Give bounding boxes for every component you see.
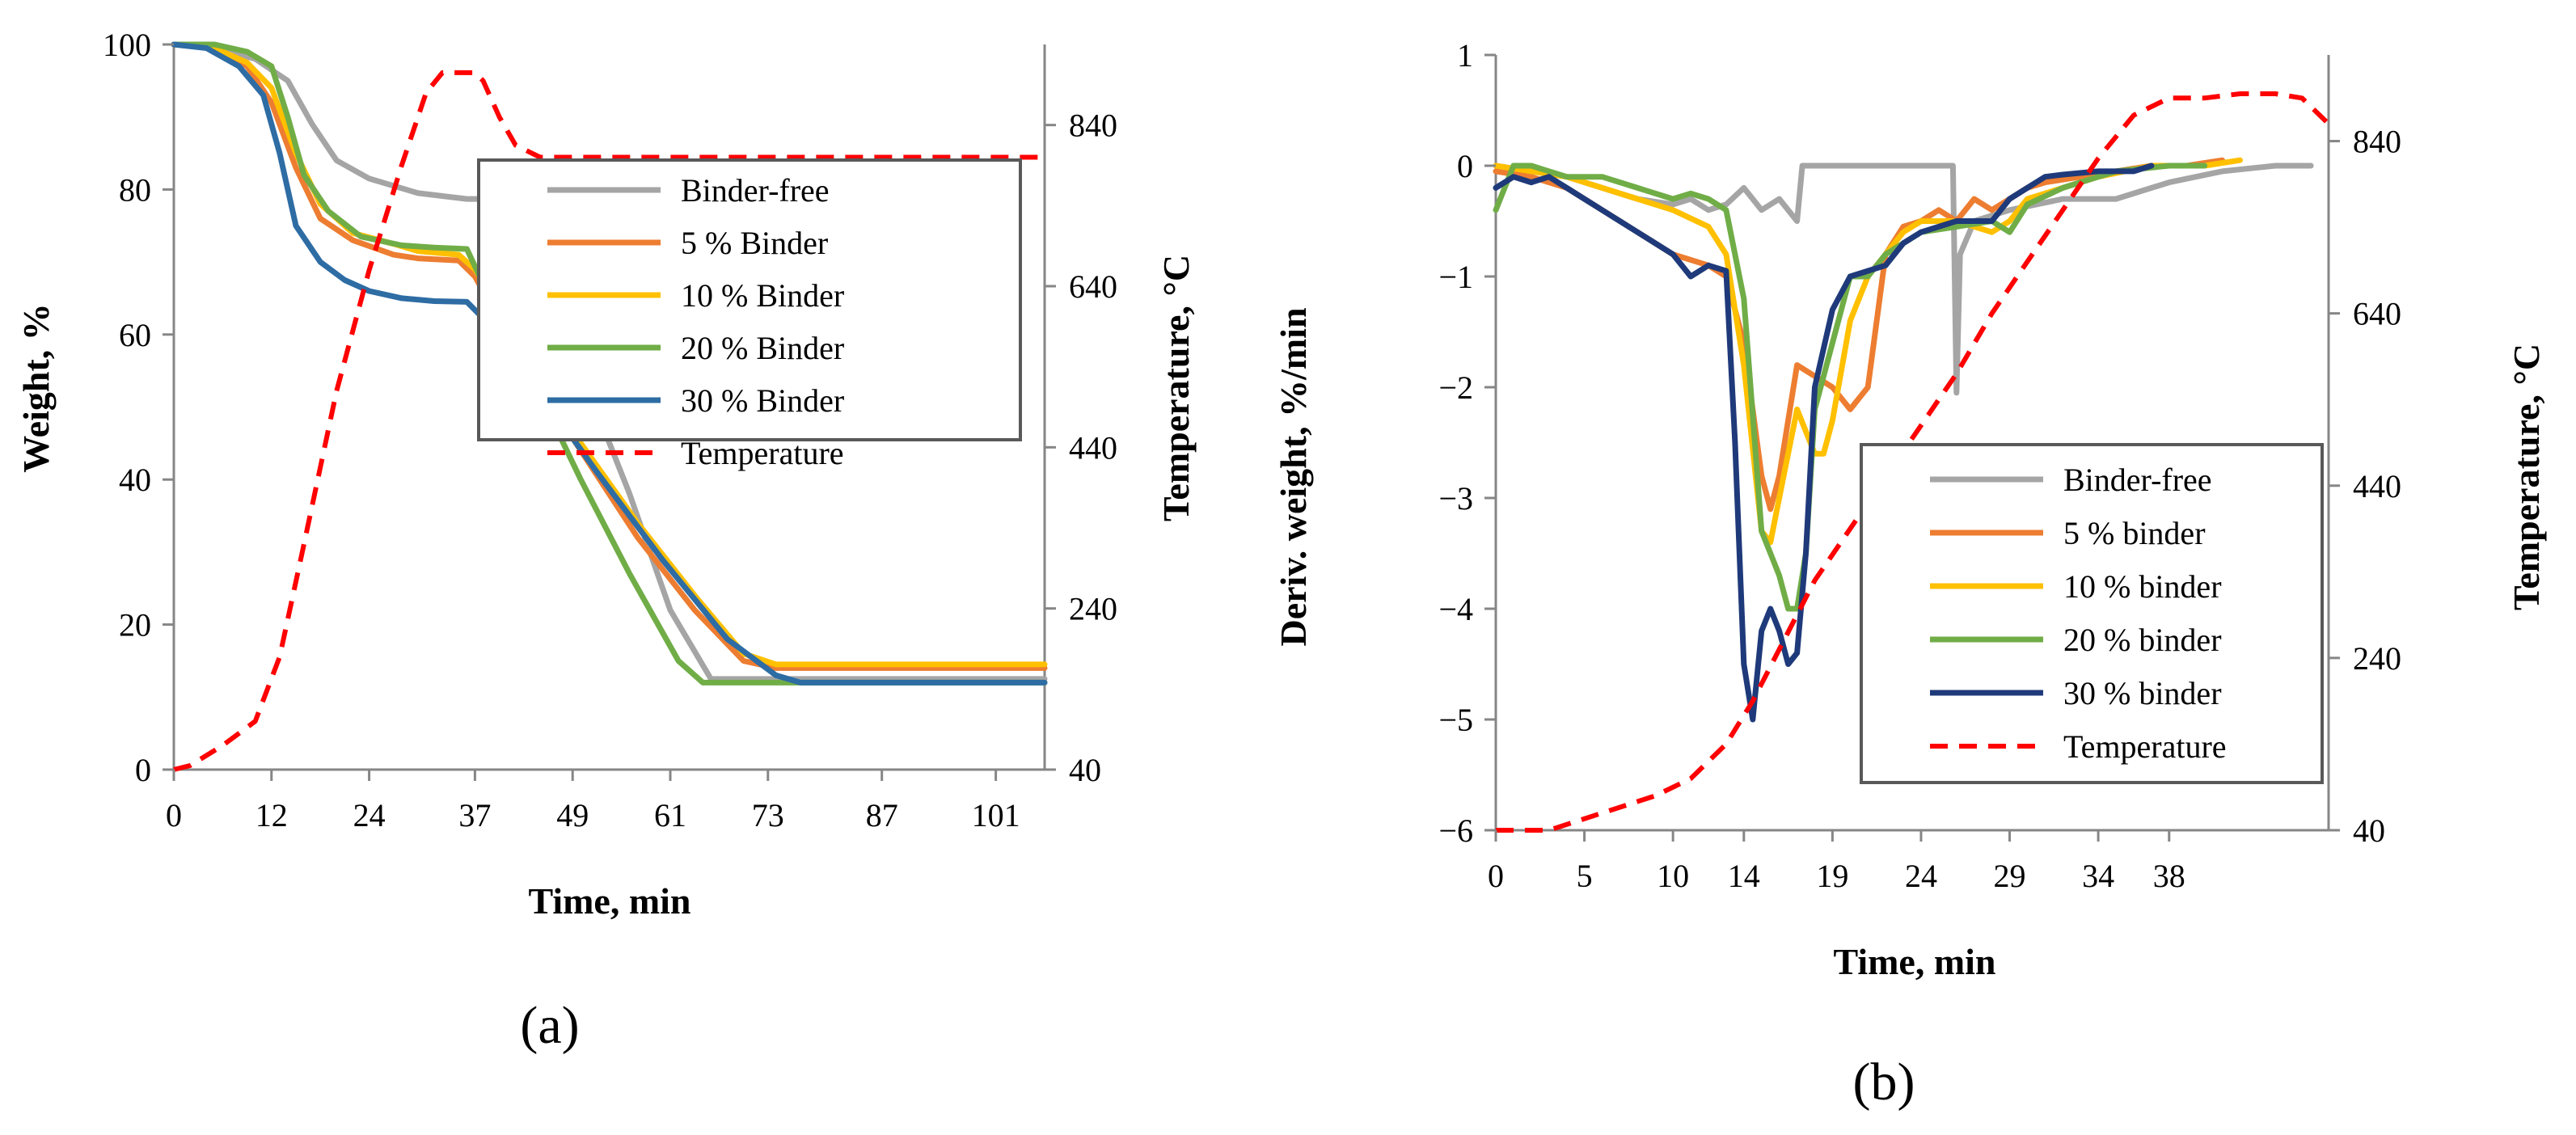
legend-label: 5 % binder [2063, 515, 2206, 551]
panel-b-legend: Binder-free 5 % binder 10 % binder 20 % bin… [1860, 443, 2324, 784]
y-tick-label: −2 [1438, 369, 1473, 406]
series-line-20-binder [1493, 162, 2208, 612]
legend-box [1860, 443, 2324, 784]
legend-box [477, 158, 1022, 441]
y2-tick-label: 440 [2353, 468, 2401, 504]
x-tick-label: 24 [353, 797, 386, 833]
chart-panel-b: 0 5 10 14 19 24 29 34 38 −6 −5 −4 −3 −2 −1 0 1 40 240 440 64… [1273, 37, 2547, 1112]
y-tick-label: −1 [1438, 259, 1473, 295]
y-tick-label: 60 [119, 317, 151, 353]
legend-label: 5 % Binder [681, 225, 828, 261]
x-tick-label: 0 [166, 797, 182, 833]
legend-label: 30 % binder [2063, 675, 2222, 711]
y2-tick-label: 640 [1069, 268, 1117, 305]
y2-tick-label: 840 [1069, 108, 1117, 144]
x-tick-label: 49 [556, 797, 589, 833]
legend-label: Binder-free [681, 172, 830, 209]
panel-a-x-axis-title: Time, min [528, 880, 690, 922]
panel-b-series [1493, 91, 2331, 833]
x-tick-label: 87 [866, 797, 898, 833]
panel-b-label: (b) [1853, 1053, 1915, 1112]
series-line-30-binder [171, 41, 1048, 686]
x-tick-label: 5 [1577, 858, 1593, 894]
x-tick-label: 34 [2082, 858, 2114, 894]
y-tick-label: 0 [1457, 148, 1473, 184]
y-tick-label: 100 [103, 27, 151, 63]
series-line-30-binder [1493, 162, 2155, 723]
legend-label: Binder-free [2063, 462, 2212, 498]
panel-b-y-axis-title: Deriv. weight, %/min [1273, 307, 1314, 646]
series-line-10-binder [171, 41, 1048, 668]
panel-a-y2-axis-title: Temperature, °C [1155, 255, 1197, 521]
panel-a-y-axis-title: Weight, % [15, 303, 57, 473]
x-tick-label: 19 [1816, 858, 1848, 894]
x-tick-label: 73 [752, 797, 784, 833]
y2-tick-label: 240 [2353, 640, 2401, 677]
y2-tick-label: 440 [1069, 429, 1117, 466]
legend-label: 20 % Binder [681, 330, 844, 366]
x-tick-label: 29 [1994, 858, 2026, 894]
y-tick-label: −3 [1438, 480, 1473, 517]
x-tick-label: 24 [1905, 858, 1937, 894]
panel-b-ticks: 0 5 10 14 19 24 29 34 38 −6 −5 −4 −3 −2 −1 0 1 40 240 440 64… [1438, 37, 2401, 894]
y-tick-label: 0 [135, 752, 151, 788]
panel-b-y2-axis-title: Temperature, °C [2506, 344, 2547, 610]
legend-label: 30 % Binder [681, 382, 844, 419]
series-line-temperature [1496, 91, 2331, 833]
y2-tick-label: 240 [1069, 591, 1117, 627]
panel-a-legend: Binder-free 5 % Binder 10 % Binder 20 % Bin… [477, 158, 1022, 471]
series-line-10-binder [1493, 157, 2243, 546]
y-tick-label: 20 [119, 607, 151, 643]
y2-tick-label: 40 [2353, 812, 2385, 849]
legend-label: 10 % Binder [681, 277, 844, 314]
y-tick-label: 80 [119, 171, 151, 208]
y2-tick-label: 840 [2353, 124, 2401, 160]
x-tick-label: 61 [654, 797, 686, 833]
series-line-5-binder [1493, 157, 2225, 513]
x-tick-label: 101 [972, 797, 1020, 833]
panel-a-series [171, 41, 1048, 772]
panel-b-axes [1494, 55, 2330, 832]
panel-a-axes [172, 44, 1046, 771]
x-tick-label: 37 [458, 797, 491, 833]
legend-label: Temperature [681, 435, 844, 471]
x-tick-label: 38 [2153, 858, 2185, 894]
panel-a-label: (a) [520, 996, 579, 1055]
x-tick-label: 0 [1488, 858, 1504, 894]
y-tick-label: 1 [1457, 37, 1473, 74]
series-line-binder-free [1493, 162, 2314, 396]
y-tick-label: −4 [1438, 591, 1473, 627]
legend-label: 20 % binder [2063, 622, 2222, 658]
legend-label: 10 % binder [2063, 568, 2222, 605]
x-tick-label: 14 [1728, 858, 1760, 894]
y-tick-label: −5 [1438, 702, 1473, 738]
y-tick-label: −6 [1438, 812, 1473, 849]
legend-label: Temperature [2063, 728, 2227, 765]
panel-a-ticks: 0 12 24 37 49 61 73 87 101 0 20 40 60 80 100 40 240 440 64… [103, 27, 1117, 833]
panel-b-x-axis-title: Time, min [1833, 941, 1995, 982]
x-tick-label: 10 [1657, 858, 1689, 894]
series-line-5-binder [171, 41, 1048, 671]
y2-tick-label: 640 [2353, 296, 2401, 332]
chart-panel-a: 0 12 24 37 49 61 73 87 101 0 20 40 60 80 100 40 240 440 64… [15, 27, 1197, 1055]
x-tick-label: 12 [255, 797, 288, 833]
y2-tick-label: 40 [1069, 752, 1101, 788]
y-tick-label: 40 [119, 462, 151, 498]
series-line-temperature [173, 70, 1045, 772]
series-line-20-binder [171, 41, 1048, 686]
